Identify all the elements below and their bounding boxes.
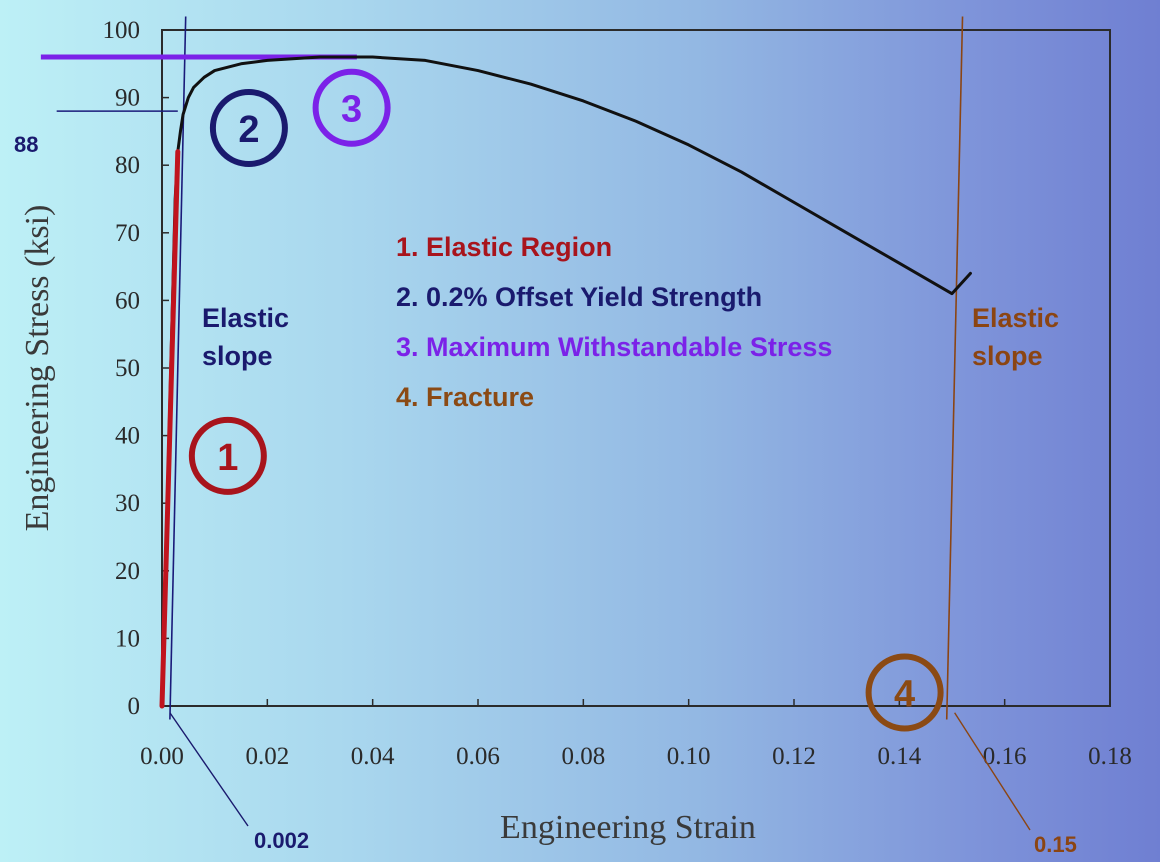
x-tick-label: 0.06 [456, 743, 500, 770]
elastic-region-line [159, 149, 181, 709]
y-tick-label: 0 [128, 693, 141, 720]
y-tick-label: 40 [115, 423, 140, 450]
y-tick-label: 60 [115, 287, 140, 314]
elastic-slope-right-2: slope [972, 341, 1043, 371]
reference-line-1 [169, 16, 187, 720]
elastic-slope-right-1: Elastic [972, 303, 1059, 333]
annotation-0002: 0.002 [254, 828, 309, 853]
x-tick-label: 0.08 [561, 743, 605, 770]
legend-item-3: 3. Maximum Withstandable Stress [396, 332, 832, 362]
x-tick-label: 0.02 [245, 743, 289, 770]
y-tick-label: 70 [115, 220, 140, 247]
x-axis-title: Engineering Strain [500, 809, 756, 846]
legend-item-1: 1. Elastic Region [396, 232, 612, 262]
x-tick-label: 0.00 [140, 743, 184, 770]
marker-label-1: 1 [217, 437, 238, 479]
annotation-015: 0.15 [1034, 832, 1077, 857]
y-tick-label: 90 [115, 85, 140, 112]
y-tick-label: 10 [115, 625, 140, 652]
x-tick-label: 0.10 [667, 743, 711, 770]
x-tick-label: 0.16 [983, 743, 1027, 770]
x-tick-label: 0.04 [351, 743, 395, 770]
legend-item-2: 2. 0.2% Offset Yield Strength [396, 282, 762, 312]
x-tick-label: 0.14 [877, 743, 921, 770]
marker-label-4: 4 [894, 673, 915, 715]
x-tick-label: 0.18 [1088, 743, 1132, 770]
leader-0002 [169, 712, 249, 827]
reference-line-2 [945, 16, 964, 720]
marker-label-3: 3 [341, 89, 362, 131]
marker-circle-4 [865, 653, 944, 732]
stress-strain-curve [160, 55, 972, 708]
y-tick-label: 80 [115, 152, 140, 179]
plot-frame [161, 29, 1111, 707]
leader-015 [954, 712, 1031, 831]
elastic-slope-left-2: slope [202, 341, 273, 371]
y-axis-title: Engineering Stress (ksi) [19, 205, 56, 532]
marker-label-2: 2 [238, 109, 259, 151]
x-tick-label: 0.12 [772, 743, 816, 770]
y-tick-label: 50 [115, 355, 140, 382]
legend-item-4: 4. Fracture [396, 382, 534, 412]
marker-circle-2 [209, 89, 288, 168]
marker-circle-1 [188, 416, 267, 495]
marker-circle-3 [312, 68, 391, 147]
elastic-slope-left-1: Elastic [202, 303, 289, 333]
y-tick-label: 30 [115, 490, 140, 517]
y-tick-label: 20 [115, 558, 140, 585]
y-tick-label: 100 [103, 17, 141, 44]
annotation-88: 88 [14, 132, 38, 157]
